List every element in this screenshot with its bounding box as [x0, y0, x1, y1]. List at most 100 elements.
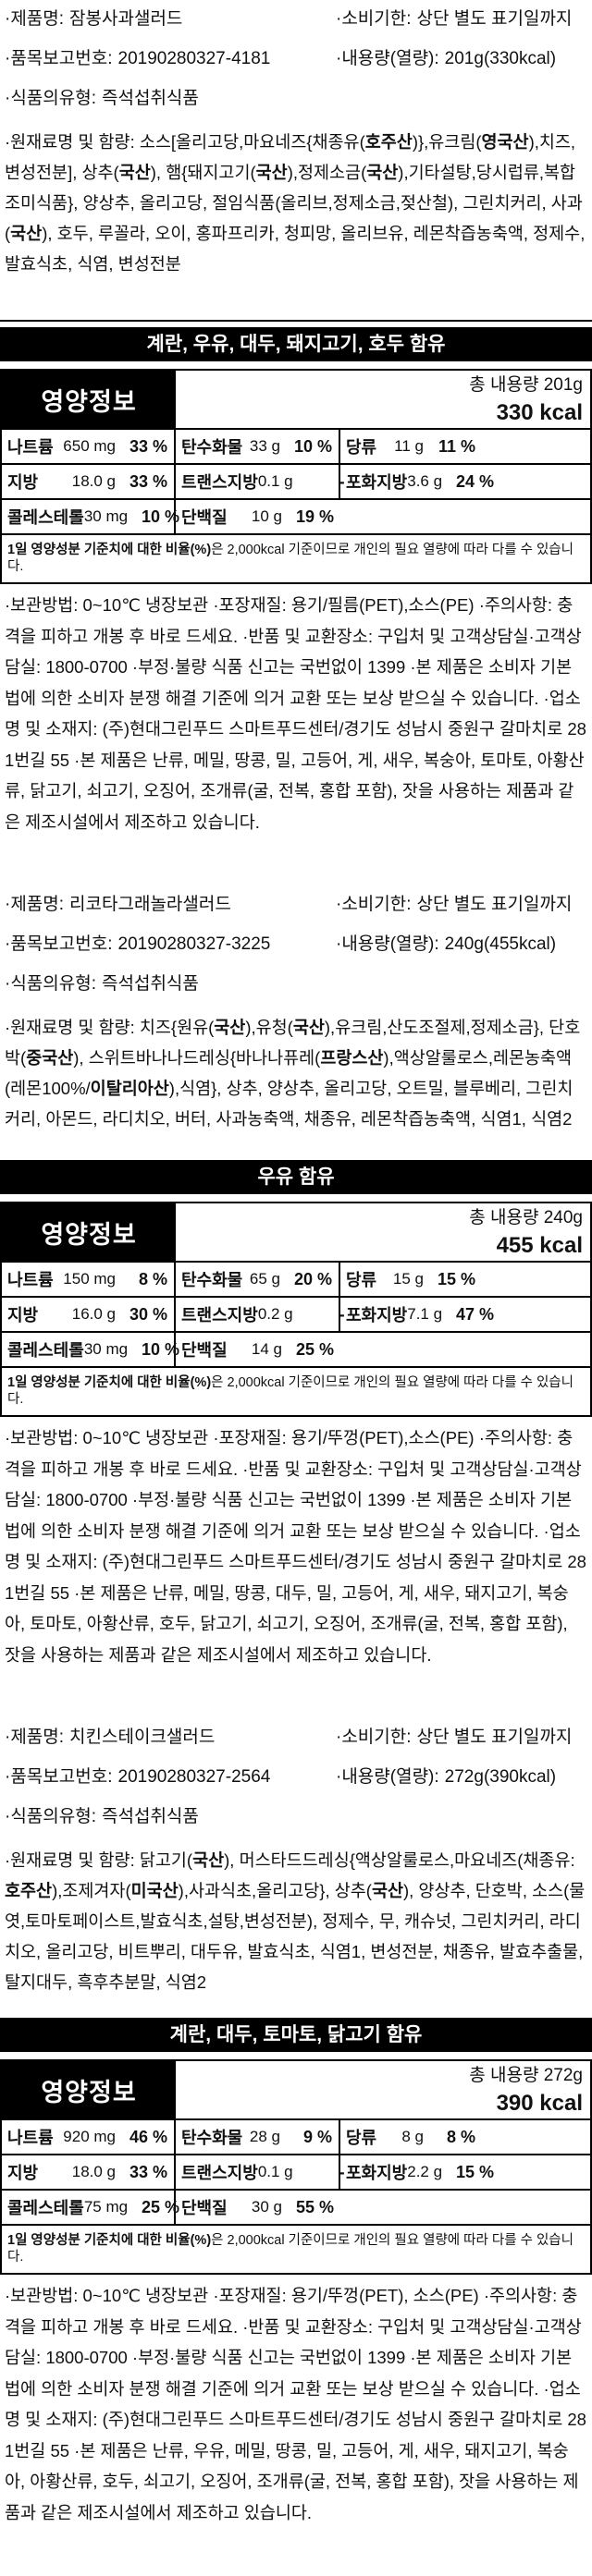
field-label: ·식품의유형:: [5, 89, 97, 108]
nutrient-name: 포화지방: [346, 1306, 408, 1325]
nutrient-daily-value: 10 %: [293, 436, 332, 456]
nutrient-amount: 28 g: [249, 2128, 280, 2145]
nutrient-daily-value: 33 %: [129, 471, 167, 491]
nutrient-daily-value: 11 %: [438, 436, 475, 456]
nutrient-name: 트랜스지방: [181, 2164, 258, 2182]
daily-value-footnote: 1일 영양성분 기준치에 대한 비율(%)은 2,000kcal 기준이므로 개…: [7, 543, 574, 574]
total-amount: 총 내용량 272g: [469, 2066, 583, 2085]
nutrient-name: 포화지방: [346, 2164, 408, 2182]
nutrient-name: 나트륨: [7, 1271, 54, 1289]
nutrient-name: 콜레스테롤: [7, 1341, 84, 1360]
field-label: ·내용량(열량):: [336, 934, 439, 954]
net-content-field: ·내용량(열량): 201g(330kcal): [336, 47, 587, 71]
nutrition-header: 영양정보 총 내용량 272g 390 kcal: [2, 2061, 590, 2120]
nutrition-table: 영양정보 총 내용량 240g 455 kcal 나트륨 150 mg 8 % 탄수…: [0, 1202, 592, 1417]
nutrient-name: 나트륨: [7, 438, 54, 457]
nutrition-facts-title: 영양정보: [2, 371, 176, 428]
nutrient-cell-sodium: 나트륨 920 mg 46 %: [2, 2120, 176, 2154]
nutrient-amount: 10 g: [251, 507, 282, 525]
nutrient-name: 콜레스테롤: [7, 2199, 84, 2217]
nutrient-name: 포화지방: [346, 473, 408, 492]
net-content-field: ·내용량(열량): 240g(455kcal): [336, 933, 587, 957]
nutrient-cell-sodium: 나트륨 150 mg 8 %: [2, 1263, 176, 1296]
nutrient-amount: 16.0 g: [71, 1305, 116, 1323]
nutrient-daily-value: -: [339, 2162, 345, 2181]
product-section-jambon-apple-salad: ·제품명: 잠봉사과샐러드 ·소비기한: 상단 별도 표기일까지 ·품목보고번호: 2…: [0, 0, 592, 837]
allergen-banner: 우유 함유: [0, 1160, 592, 1194]
nutrient-cell-carbs: 탄수화물 33 g 10 %: [176, 430, 340, 463]
nutrient-cell-sugars: 당류 15 g 15 %: [340, 1263, 590, 1296]
field-value: 20190280327-4181: [117, 49, 271, 68]
expiry-field: ·소비기한: 상단 별도 표기일까지: [336, 893, 587, 917]
nutrient-amount: 15 g: [392, 1270, 424, 1288]
field-value: 즉석섭취식품: [102, 89, 199, 108]
nutrient-amount: 11 g: [394, 437, 424, 455]
nutrient-row: 콜레스테롤 75 mg 25 % 단백질 30 g 55 %: [2, 2191, 590, 2226]
nutrient-daily-value: 19 %: [295, 507, 334, 526]
nutrient-row: 지방 18.0 g 33 % 트랜스지방 0.1 g - 포화지방 2.2 g 15 %: [2, 2155, 590, 2191]
total-calories: 455 kcal: [496, 1233, 583, 1258]
nutrient-name: 탄수화물: [181, 438, 243, 457]
field-label: ·소비기한:: [336, 895, 412, 914]
product-info-block: ·제품명: 리코타그래놀라샐러드 ·소비기한: 상단 별도 표기일까지 ·품목보고번…: [0, 893, 592, 996]
nutrient-name: 단백질: [181, 508, 228, 527]
nutrient-name: 단백질: [181, 2199, 228, 2217]
nutrient-name: 탄수화물: [181, 1271, 243, 1289]
nutrition-totals: 총 내용량 272g 390 kcal: [176, 2061, 590, 2118]
nutrient-daily-value: 8 %: [446, 2127, 475, 2146]
product-section-ricotta-granola-salad: ·제품명: 리코타그래놀라샐러드 ·소비기한: 상단 별도 표기일까지 ·품목보고번…: [0, 885, 592, 1670]
nutrient-name: 지방: [7, 2164, 39, 2182]
daily-value-footnote: 1일 영양성분 기준치에 대한 비율(%)은 2,000kcal 기준이므로 개…: [7, 1375, 574, 1407]
product-section-chicken-steak-salad: ·제품명: 치킨스테이크샐러드 ·소비기한: 상단 별도 표기일까지 ·품목보고번호…: [0, 1718, 592, 2528]
nutrient-amount: 30 g: [251, 2198, 282, 2216]
product-name-field: ·제품명: 리코타그래놀라샐러드: [5, 893, 231, 917]
nutrient-amount: 2.2 g: [407, 2163, 443, 2180]
nutrient-cell-transfat: 트랜스지방 0.1 g -: [176, 2155, 345, 2189]
nutrition-totals: 총 내용량 240g 455 kcal: [176, 1203, 590, 1261]
nutrient-row: 콜레스테롤 30 mg 10 % 단백질 10 g 19 %: [2, 500, 590, 535]
nutrient-daily-value: 15 %: [456, 2162, 495, 2181]
ingredients-text: ·원재료명 및 함량: 닭고기(국산), 머스타드드레싱{액상알룰로스,마요네즈…: [5, 1850, 586, 1992]
expiry-field: ·소비기한: 상단 별도 표기일까지: [336, 1726, 587, 1750]
field-label: ·제품명:: [5, 895, 65, 914]
food-type-field: ·식품의유형: 즉석섭취식품: [5, 1805, 199, 1829]
info-row: ·제품명: 리코타그래놀라샐러드 ·소비기한: 상단 별도 표기일까지: [5, 893, 587, 917]
nutrient-cell-fat: 지방 18.0 g 33 %: [2, 465, 176, 498]
nutrient-daily-value: 30 %: [129, 1304, 167, 1324]
nutrient-daily-value: 55 %: [295, 2197, 334, 2216]
nutrient-daily-value: 25 %: [142, 2197, 180, 2216]
nutrient-daily-value: 9 %: [302, 2127, 332, 2146]
field-label: ·식품의유형:: [5, 1807, 97, 1826]
nutrient-row: 나트륨 150 mg 8 % 탄수화물 65 g 20 % 당류 15 g 15 %: [2, 1263, 590, 1298]
total-amount: 총 내용량 201g: [469, 375, 583, 395]
allergen-banner: 계란, 우유, 대두, 돼지고기, 호두 함유: [0, 327, 592, 361]
total-calories: 330 kcal: [496, 400, 583, 425]
nutrient-cell-sodium: 나트륨 650 mg 33 %: [2, 430, 176, 463]
product-name-field: ·제품명: 치킨스테이크샐러드: [5, 1726, 215, 1750]
nutrient-amount: 33 g: [249, 437, 280, 455]
nutrient-cell-satfat: 포화지방 3.6 g 24 %: [340, 465, 590, 498]
nutrient-row: 나트륨 650 mg 33 % 탄수화물 33 g 10 % 당류 11 g 11 %: [2, 430, 590, 465]
nutrient-cell-transfat: 트랜스지방 0.2 g -: [176, 1298, 345, 1331]
info-row: ·식품의유형: 즉석섭취식품: [5, 87, 587, 111]
nutrient-amount: 0.1 g: [257, 2163, 293, 2180]
storage-info-text: ·보관방법: 0~10℃ 냉장보관 ·포장재질: 용기/뚜껑(PET),소스(P…: [5, 1428, 586, 1665]
field-value: 20190280327-2564: [117, 1767, 271, 1787]
field-label: ·내용량(열량):: [336, 49, 439, 68]
nutrient-daily-value: 47 %: [456, 1304, 495, 1324]
field-label: ·제품명:: [5, 9, 65, 29]
field-label: ·식품의유형:: [5, 974, 97, 994]
nutrient-amount: 3.6 g: [407, 472, 443, 490]
nutrient-cell-empty: [340, 500, 590, 533]
field-label: ·소비기한:: [336, 9, 412, 29]
nutrient-cell-cholesterol: 콜레스테롤 30 mg 10 %: [2, 500, 179, 533]
nutrient-amount: 30 mg: [83, 1340, 129, 1358]
nutrition-totals: 총 내용량 201g 330 kcal: [176, 371, 590, 428]
section-divider: [0, 320, 592, 322]
nutrient-daily-value: -: [339, 1304, 345, 1324]
nutrient-amount: 7.1 g: [407, 1305, 443, 1323]
field-value: 상단 별도 표기일까지: [416, 895, 573, 914]
nutrient-amount: 65 g: [249, 1270, 280, 1288]
nutrient-cell-protein: 단백질 10 g 19 %: [176, 500, 340, 533]
nutrition-facts-title: 영양정보: [2, 2061, 176, 2118]
